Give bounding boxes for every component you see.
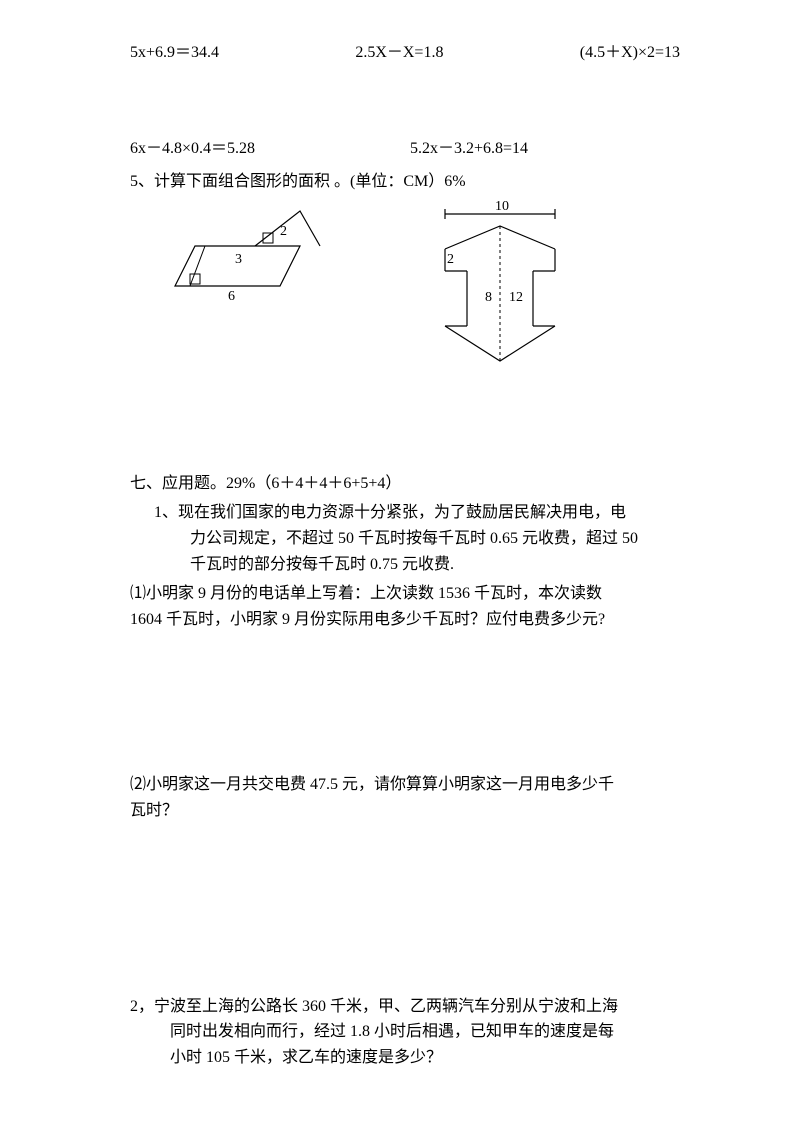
p1-sub1-line1: ⑴小明家 9 月份的电话单上写着：上次读数 1536 千瓦时，本次读数 [130, 581, 680, 607]
equation-row-2: 6x－4.8×0.4＝5.28 5.2x－3.2+6.8=14 [130, 136, 680, 162]
problem-1-sub1: ⑴小明家 9 月份的电话单上写着：上次读数 1536 千瓦时，本次读数 1604… [130, 581, 680, 632]
p1-sub1-line2: 1604 千瓦时，小明家 9 月份实际用电多少千瓦时？应付电费多少元? [130, 607, 680, 633]
figures-row: 2 3 6 10 2 8 [150, 201, 680, 371]
p1-sub2-line2: 瓦时？ [130, 798, 680, 824]
fig2-label-12: 12 [509, 290, 523, 305]
equation-row-1: 5x+6.9＝34.4 2.5X－X=1.8 (4.5＋X)×2=13 [130, 40, 680, 66]
section-7-title: 七、应用题。29%（6＋4＋4＋6+5+4） [130, 471, 680, 497]
fig2-label-8: 8 [485, 290, 492, 305]
p1-line3: 千瓦时的部分按每千瓦时 0.75 元收费. [130, 552, 680, 578]
p2-line3: 小时 105 千米，求乙车的速度是多少？ [130, 1045, 680, 1071]
equation-1b: 2.5X－X=1.8 [355, 40, 443, 66]
equation-1a: 5x+6.9＝34.4 [130, 40, 219, 66]
equation-2b: 5.2x－3.2+6.8=14 [410, 136, 528, 162]
p1-line1: 1、现在我们国家的电力资源十分紧张，为了鼓励居民解决用电，电 [130, 500, 680, 526]
equation-2a: 6x－4.8×0.4＝5.28 [130, 136, 410, 162]
figure-1-parallelogram: 2 3 6 [150, 201, 325, 301]
fig2-label-2: 2 [447, 252, 454, 267]
p1-sub2-line1: ⑵小明家这一月共交电费 47.5 元，请你算算小明家这一月用电多少千 [130, 772, 680, 798]
equation-1c: (4.5＋X)×2=13 [580, 40, 680, 66]
fig1-label-6: 6 [228, 289, 235, 301]
fig2-label-10: 10 [495, 201, 509, 214]
p2-line1: 2，宁波至上海的公路长 360 千米，甲、乙两辆汽车分别从宁波和上海 [130, 994, 680, 1020]
fig1-label-3: 3 [235, 252, 242, 267]
problem-1-sub2: ⑵小明家这一月共交电费 47.5 元，请你算算小明家这一月用电多少千 瓦时？ [130, 772, 680, 823]
problem-1: 1、现在我们国家的电力资源十分紧张，为了鼓励居民解决用电，电 力公司规定，不超过… [130, 500, 680, 577]
problem-2: 2，宁波至上海的公路长 360 千米，甲、乙两辆汽车分别从宁波和上海 同时出发相… [130, 994, 680, 1071]
p2-line2: 同时出发相向而行，经过 1.8 小时后相遇，已知甲车的速度是每 [130, 1019, 680, 1045]
p1-line2: 力公司规定，不超过 50 千瓦时按每千瓦时 0.65 元收费，超过 50 [130, 526, 680, 552]
figure-2-arrow: 10 2 8 12 [415, 201, 585, 371]
question-5-text: 5、计算下面组合图形的面积 。(单位：CM）6% [130, 169, 680, 195]
fig1-label-2: 2 [280, 224, 287, 239]
